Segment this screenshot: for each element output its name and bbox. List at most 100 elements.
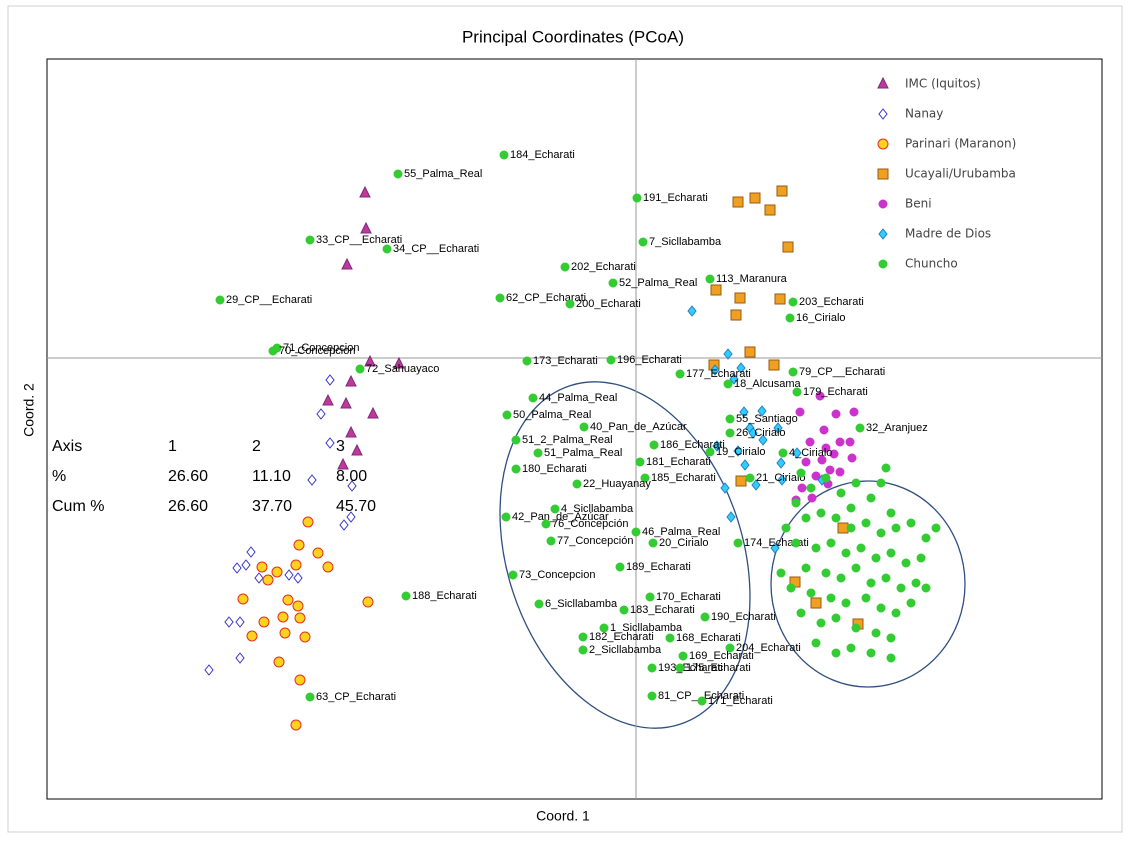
point: [347, 480, 357, 492]
point: [528, 393, 538, 403]
point: [732, 196, 744, 208]
point: [777, 474, 787, 486]
point: [836, 488, 846, 498]
point-label: 7_Sicllabamba: [649, 236, 722, 248]
point: [578, 632, 588, 642]
point-label: 55_Palma_Real: [404, 168, 482, 180]
point: [511, 464, 521, 474]
point: [768, 359, 780, 371]
point: [364, 354, 376, 367]
point-label: 204_Echarati: [736, 642, 801, 654]
point: [821, 443, 831, 453]
point: [730, 309, 742, 321]
point-label: 173_Echarati: [533, 355, 598, 367]
point: [851, 563, 861, 573]
point: [886, 653, 896, 663]
point: [817, 455, 827, 465]
point: [835, 467, 845, 477]
point: [901, 558, 911, 568]
point: [572, 479, 582, 489]
point: [235, 652, 245, 664]
point: [215, 295, 225, 305]
point: [712, 440, 722, 452]
legend-label: Chuncho: [905, 257, 958, 271]
point-label: 20_Cirialo: [659, 537, 709, 549]
point: [359, 185, 371, 198]
point-label: 179_Echarati: [803, 386, 868, 398]
chart-title: Principal Coordinates (PCoA): [462, 27, 684, 46]
point: [307, 474, 317, 486]
stats-cell: Cum %: [52, 498, 104, 515]
point: [805, 437, 815, 447]
point: [876, 478, 886, 488]
point: [906, 598, 916, 608]
point: [886, 633, 896, 643]
point-label: 70_Concepcion: [279, 345, 355, 357]
point: [801, 563, 811, 573]
point: [638, 237, 648, 247]
point: [825, 465, 835, 475]
point: [720, 482, 730, 494]
point: [881, 573, 891, 583]
point-label: 77_Concepción: [557, 535, 633, 547]
point: [795, 407, 805, 417]
point-label: 73_Concepcion: [519, 569, 595, 581]
point: [235, 616, 245, 628]
point: [911, 578, 921, 588]
point: [806, 483, 816, 493]
point: [647, 691, 657, 701]
legend-marker: [878, 228, 888, 240]
point: [886, 548, 896, 558]
point: [871, 628, 881, 638]
point: [845, 437, 855, 447]
point: [345, 374, 357, 387]
point: [797, 483, 807, 493]
point: [821, 473, 831, 483]
point: [807, 493, 817, 503]
point: [293, 539, 305, 551]
stats-cell: 37.70: [252, 498, 292, 515]
point-label: 202_Echarati: [571, 261, 636, 273]
point: [522, 356, 532, 366]
legend-marker: [877, 76, 889, 89]
point-label: 169_Echarati: [689, 650, 754, 662]
point: [786, 583, 796, 593]
point-label: 76_Concepción: [552, 518, 628, 530]
point: [921, 583, 931, 593]
point: [796, 608, 806, 618]
point: [282, 594, 294, 606]
point: [891, 523, 901, 533]
point-label: 200_Echarati: [576, 298, 641, 310]
point: [322, 393, 334, 406]
point: [262, 574, 274, 586]
point-label: 16_Cirialo: [796, 312, 846, 324]
point: [619, 605, 629, 615]
point: [740, 459, 750, 471]
point-label: 44_Palma_Real: [539, 392, 617, 404]
point: [393, 169, 403, 179]
point-label: 6_Sicllabamba: [545, 598, 618, 610]
legend-marker: [878, 199, 888, 209]
point: [241, 559, 251, 571]
point: [615, 562, 625, 572]
point: [258, 616, 270, 628]
point: [204, 664, 214, 676]
point-label: 182_Echarati: [589, 631, 654, 643]
point: [675, 663, 685, 673]
point: [826, 593, 836, 603]
point: [773, 422, 783, 434]
point-label: 168_Echarati: [676, 632, 741, 644]
point: [341, 257, 353, 270]
y-axis-label: Coord. 2: [21, 383, 37, 437]
point-label: 177_Echarati: [686, 368, 751, 380]
point: [826, 538, 836, 548]
point: [246, 546, 256, 558]
point: [846, 503, 856, 513]
point-label: 55_Santiago: [736, 413, 798, 425]
stats-cell: 3: [336, 438, 345, 455]
point: [534, 599, 544, 609]
point-label: 203_Echarati: [799, 296, 864, 308]
point: [846, 523, 856, 533]
point: [835, 437, 845, 447]
point: [305, 235, 315, 245]
